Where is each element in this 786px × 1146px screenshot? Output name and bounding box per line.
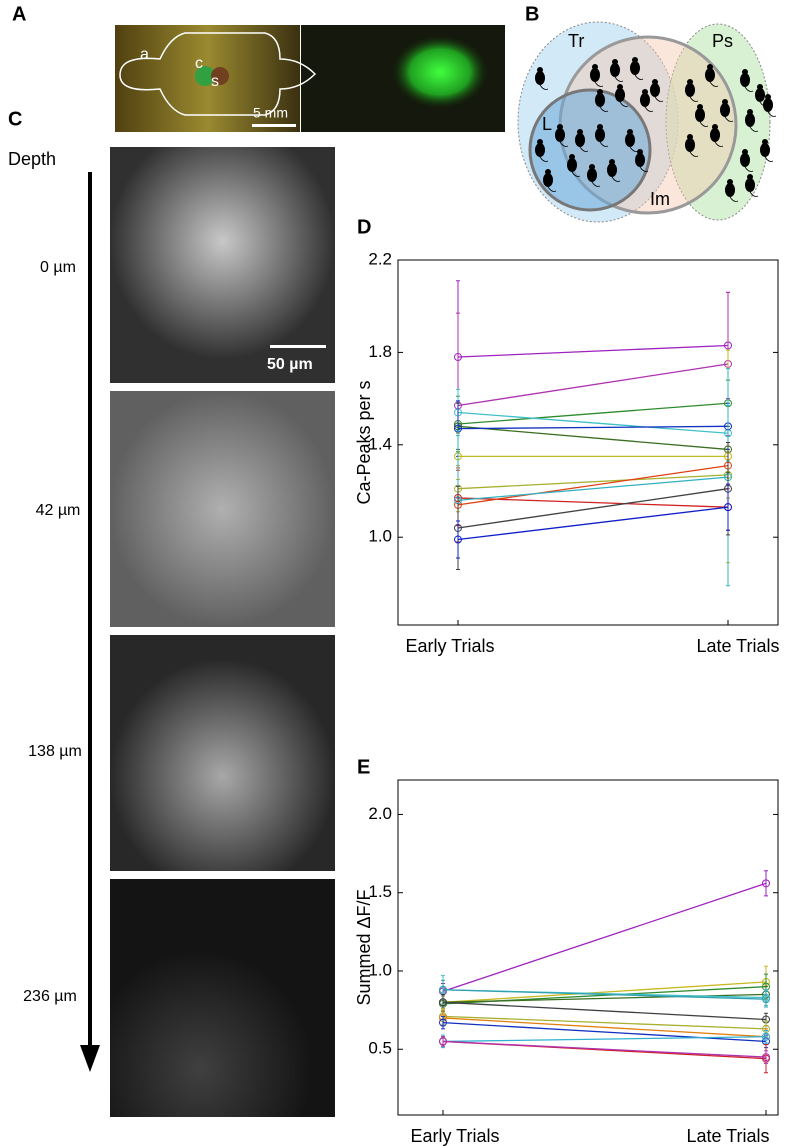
- panel-label: D: [357, 216, 371, 238]
- depth-value: 236 µm: [23, 988, 77, 1005]
- set-label: Ps: [712, 31, 733, 51]
- micrograph: [110, 879, 335, 1117]
- data-point: [439, 1018, 447, 1027]
- series-line: [442, 1040, 767, 1058]
- panel-a-image: a c s 5 mm: [115, 25, 505, 132]
- series-line: [457, 411, 729, 434]
- depth-label: Depth: [8, 149, 56, 169]
- arrow-head: [80, 1045, 100, 1072]
- data-point: [439, 998, 447, 1007]
- image-label: a: [140, 46, 149, 63]
- series-line: [457, 476, 729, 501]
- y-axis-label: Ca-Peaks per s: [354, 380, 374, 504]
- image-label: c: [195, 55, 203, 72]
- series-line: [457, 474, 729, 490]
- set-label: Tr: [568, 31, 584, 51]
- depth-value: 42 µm: [36, 502, 81, 519]
- series-line: [457, 488, 729, 529]
- venn-diagram: Tr Ps L Im: [517, 21, 777, 223]
- y-tick-label: 0.5: [368, 1039, 392, 1058]
- depth-value: 138 µm: [28, 743, 82, 760]
- data-point: [454, 535, 462, 544]
- error-bar: [764, 1029, 768, 1044]
- y-tick-label: 1.5: [368, 882, 392, 901]
- error-bar: [764, 870, 768, 897]
- series-line: [457, 344, 729, 358]
- y-tick-label: 1.4: [368, 434, 392, 453]
- x-tick-label: Late Trials: [686, 1126, 769, 1146]
- series-line: [457, 425, 729, 430]
- data-point: [762, 1032, 770, 1041]
- series-line: [442, 1001, 767, 1021]
- data-point: [762, 1053, 770, 1062]
- error-bar: [726, 483, 730, 531]
- error-bar: [441, 1015, 445, 1030]
- series-line: [457, 506, 729, 541]
- panel-label: C: [8, 108, 22, 130]
- series-line: [442, 989, 767, 1000]
- panel-label: A: [12, 3, 26, 25]
- micrograph: [110, 147, 335, 383]
- data-point: [724, 503, 732, 512]
- data-point: [439, 985, 447, 994]
- depth-value: 0 µm: [40, 259, 76, 276]
- series-line: [442, 882, 767, 992]
- y-tick-label: 1.0: [368, 960, 392, 979]
- series-line: [457, 402, 729, 425]
- error-bar: [456, 520, 460, 559]
- x-tick-label: Late Trials: [696, 636, 779, 656]
- scale-bar-label: 5 mm: [253, 105, 288, 121]
- plot-frame: [397, 779, 779, 1116]
- error-bar: [764, 990, 768, 1008]
- series-line: [457, 363, 729, 407]
- error-bar: [764, 1050, 768, 1064]
- y-tick-label: 2.0: [368, 804, 392, 823]
- set-label: Im: [650, 189, 670, 209]
- data-point: [762, 995, 770, 1004]
- data-point: [439, 1037, 447, 1046]
- series-line: [442, 1021, 767, 1043]
- series-line: [442, 981, 767, 1003]
- y-tick-label: 2.2: [368, 249, 392, 268]
- panel-label: E: [357, 756, 370, 778]
- data-point: [762, 879, 770, 888]
- series-line: [442, 1017, 767, 1038]
- plot-frame: [397, 259, 779, 626]
- y-tick-label: 1.8: [368, 342, 392, 361]
- series-line: [442, 1015, 767, 1030]
- scale-bar: [270, 345, 326, 348]
- micrograph: [110, 391, 335, 627]
- series-line: [442, 1036, 767, 1043]
- set-label: L: [542, 114, 552, 134]
- y-axis-label: Summed ΔF/F: [354, 889, 374, 1005]
- panel-label: B: [525, 3, 539, 25]
- x-tick-label: Early Trials: [405, 636, 494, 656]
- series-line: [457, 425, 729, 451]
- scale-bar-label: 50 µm: [267, 356, 313, 373]
- series-line: [457, 497, 729, 508]
- micrograph: [110, 635, 335, 871]
- image-label: s: [211, 73, 219, 90]
- x-tick-label: Early Trials: [410, 1126, 499, 1146]
- y-tick-label: 1.0: [368, 527, 392, 546]
- series-line: [457, 464, 729, 506]
